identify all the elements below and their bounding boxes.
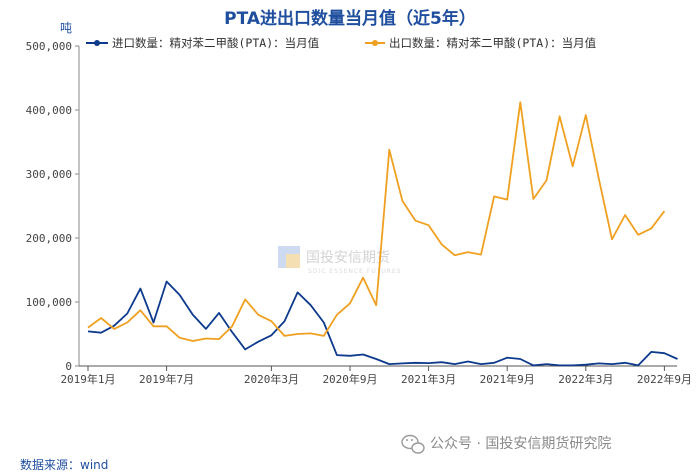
- series-line-export: [87, 101, 666, 342]
- x-tick-label: 2022年9月: [637, 372, 692, 386]
- legend-label-export: 出口数量：精对苯二甲酸(PTA)：当月值: [389, 36, 597, 50]
- y-tick-label: 100,000: [26, 296, 72, 309]
- y-axis-unit: 吨: [60, 21, 72, 35]
- y-tick-label: 300,000: [26, 168, 72, 181]
- legend-label-import: 进口数量：精对苯二甲酸(PTA)：当月值: [112, 36, 320, 50]
- data-source: 数据来源：wind: [20, 457, 108, 472]
- legend: 进口数量：精对苯二甲酸(PTA)：当月值 出口数量：精对苯二甲酸(PTA)：当月…: [86, 36, 597, 50]
- x-tick-label: 2022年3月: [558, 372, 613, 386]
- watermark-subtext: SDIC ESSENCE FUTURES: [308, 268, 402, 275]
- watermark-text: 国投安信期货: [306, 249, 390, 266]
- x-tick-label: 2020年9月: [322, 372, 377, 386]
- y-tick-label: 400,000: [26, 104, 72, 117]
- x-tick-label: 2021年3月: [401, 372, 456, 386]
- series-layer: [87, 101, 678, 367]
- footer-text: 公众号 · 国投安信期货研究院: [430, 435, 611, 452]
- y-axis-ticks: 500,000 400,000 300,000 200,000 100,000 0: [26, 40, 79, 373]
- x-tick-label: 2019年7月: [139, 372, 194, 386]
- series-line-import: [87, 280, 678, 367]
- x-axis-ticks: 2019年1月 2019年7月 2020年3月 2020年9月 2021年3月 2021年…: [60, 366, 692, 386]
- watermark: 国投安信期货 SDIC ESSENCE FUTURES: [278, 246, 402, 275]
- y-tick-label: 0: [65, 360, 72, 373]
- legend-marker-import: [94, 40, 100, 46]
- x-tick-label: 2021年9月: [480, 372, 535, 386]
- footer: 公众号 · 国投安信期货研究院: [401, 434, 611, 454]
- x-tick-label: 2019年1月: [60, 372, 115, 386]
- watermark-logo-inner: [286, 254, 300, 268]
- y-tick-label: 200,000: [26, 232, 72, 245]
- x-tick-label: 2020年3月: [244, 372, 299, 386]
- chart-title: PTA进出口数量当月值（近5年）: [224, 8, 476, 29]
- y-tick-label: 500,000: [26, 40, 72, 53]
- legend-marker-export: [372, 40, 378, 46]
- wechat-icon: [401, 434, 425, 454]
